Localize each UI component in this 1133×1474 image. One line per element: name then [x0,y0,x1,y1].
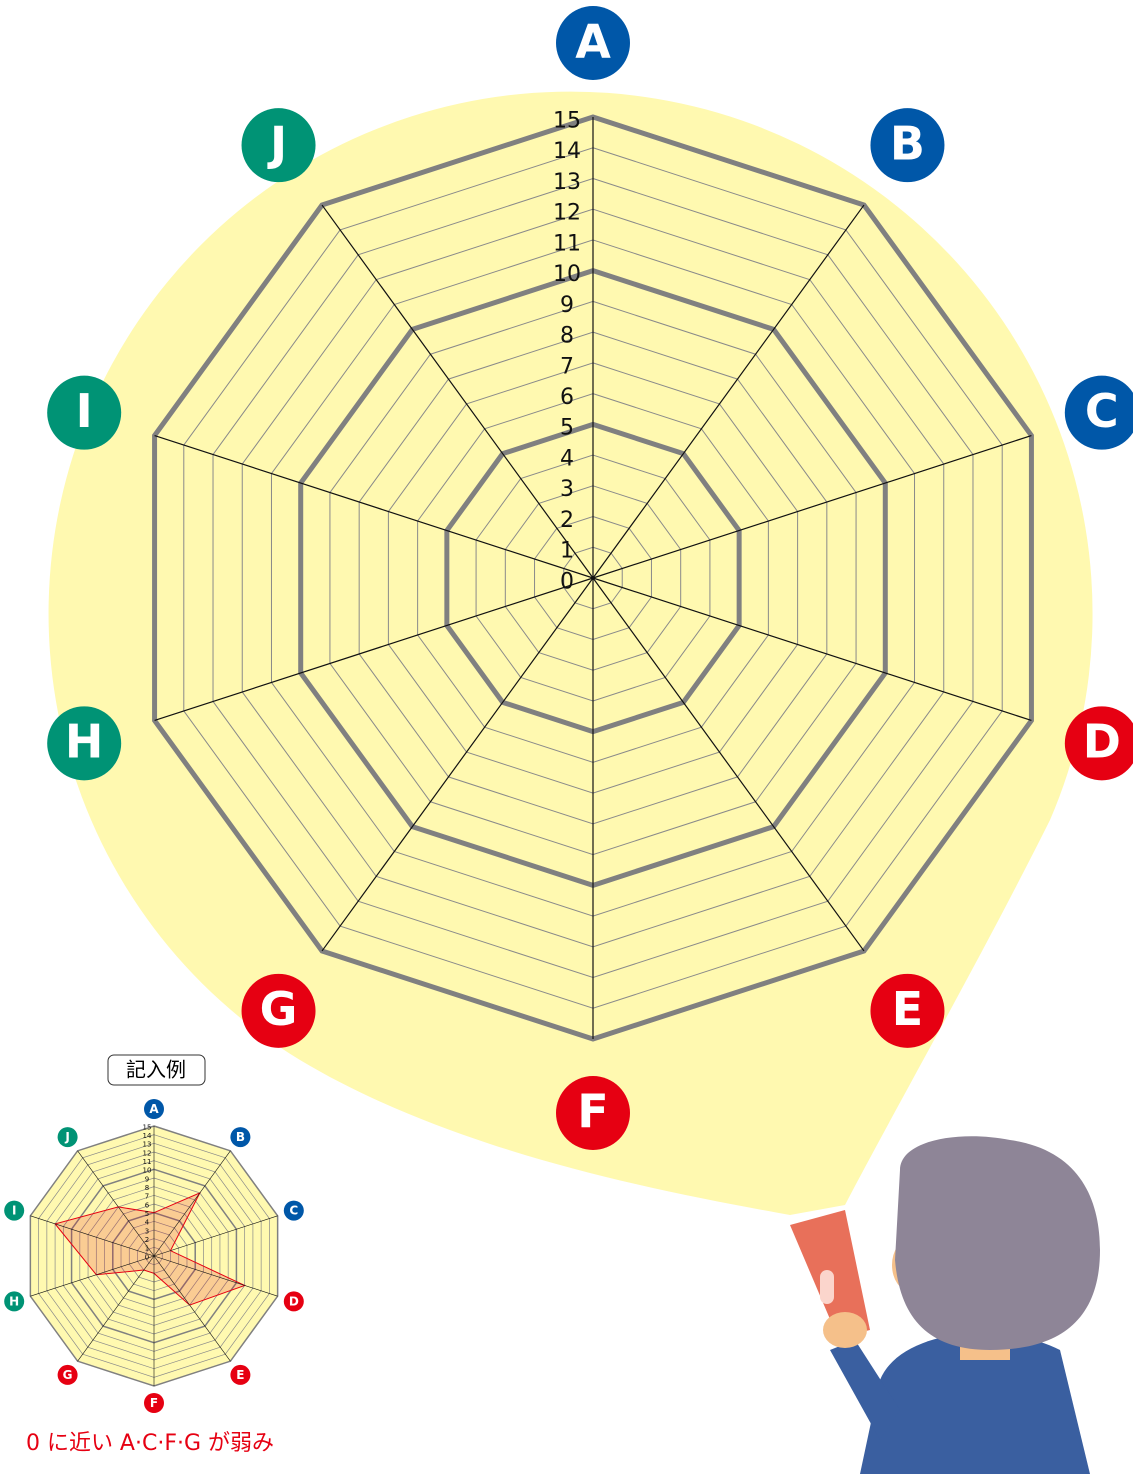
axis-label: H [65,715,104,769]
axis-label: B [890,117,925,171]
r-tick-label: 10 [553,262,581,287]
r-tick-label: 10 [143,1167,152,1175]
r-tick-label: 14 [553,139,581,164]
axis-label: D [289,1294,299,1308]
r-tick-label: 12 [143,1149,152,1157]
r-tick-label: 15 [553,108,581,133]
r-tick-label: 15 [143,1123,152,1131]
r-tick-label: 4 [145,1219,150,1227]
axis-label: I [12,1204,16,1218]
r-tick-label: 3 [560,477,574,502]
r-tick-label: 0 [560,569,574,594]
axis-label: J [64,1130,69,1144]
axis-label: A [575,14,611,68]
r-tick-label: 4 [560,446,574,471]
hair [895,1136,1100,1350]
example-caption: 0 に近い A·C·F·G が弱み [26,1431,274,1456]
r-tick-label: 5 [145,1210,149,1218]
r-tick-label: 3 [145,1227,149,1235]
axis-label: C [289,1204,298,1218]
flashlight-switch [820,1270,834,1304]
r-tick-label: 6 [145,1201,150,1209]
r-tick-label: 7 [145,1193,149,1201]
axis-label: F [150,1396,158,1410]
r-tick-label: 8 [560,324,574,349]
spotlight [49,92,1093,1215]
r-tick-label: 2 [145,1236,149,1244]
r-tick-label: 6 [560,385,574,410]
r-tick-label: 8 [145,1184,149,1192]
r-tick-label: 13 [143,1141,152,1149]
hand [823,1312,867,1348]
r-tick-label: 13 [553,170,581,195]
r-tick-label: 2 [560,508,574,533]
example-title: 記入例 [126,1058,186,1082]
axis-label: I [76,384,93,438]
r-tick-label: 9 [560,293,574,318]
r-tick-label: 9 [145,1175,149,1183]
axis-label: H [9,1294,19,1308]
r-tick-label: 7 [560,354,574,379]
axis-label: F [577,1084,608,1138]
worksheet: 記入例 0 に近い A·C·F·G が弱み ABCDEFGHIJ01234567… [0,0,1133,1474]
axis-label: B [236,1130,245,1144]
r-tick-label: 1 [560,539,574,564]
axis-label: D [1083,715,1121,769]
r-tick-label: 12 [553,201,581,226]
axis-label: G [260,982,298,1036]
r-tick-label: 0 [145,1253,149,1261]
r-tick-label: 11 [143,1158,152,1166]
axis-label: J [267,117,287,171]
axis-label: A [149,1102,159,1116]
r-tick-label: 14 [143,1132,152,1140]
axis-label: G [63,1368,73,1382]
axis-label: E [236,1368,244,1382]
axis-label: C [1085,384,1119,438]
axis-label: E [892,982,923,1036]
r-tick-label: 11 [553,231,581,256]
r-tick-label: 1 [145,1245,149,1253]
r-tick-label: 5 [560,416,574,441]
